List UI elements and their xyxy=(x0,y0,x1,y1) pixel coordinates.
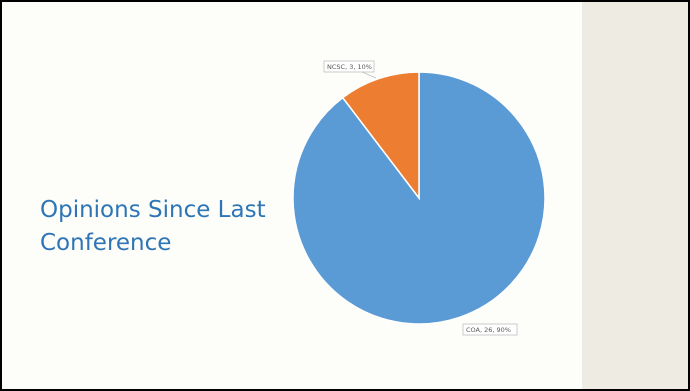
data-label-box-ncsc xyxy=(323,60,375,73)
slide-title-line-2: Conference xyxy=(40,230,172,256)
side-panel xyxy=(582,2,688,389)
slide-title: Opinions Since Last Conference xyxy=(40,194,300,260)
leader-line-ncsc xyxy=(361,71,377,79)
pie-slice-ncsc xyxy=(341,71,420,201)
slide-title-line-1: Opinions Since Last xyxy=(40,197,266,223)
data-label-coa: COA, 26, 90% xyxy=(466,326,511,334)
data-label-box-coa xyxy=(462,323,518,336)
data-label-ncsc: NCSC, 3, 10% xyxy=(327,63,372,71)
